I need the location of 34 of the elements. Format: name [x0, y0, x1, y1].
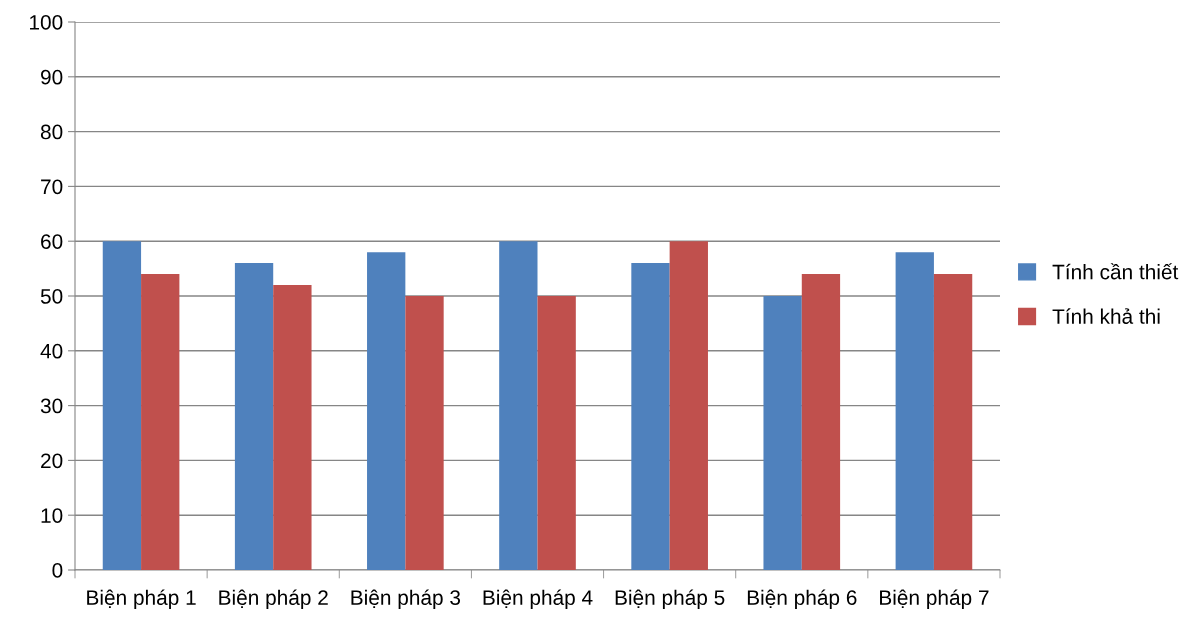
- y-tick-label: 80: [40, 124, 63, 140]
- x-tick-label: Biện pháp 3: [351, 589, 461, 610]
- bar: [141, 274, 180, 570]
- bar: [801, 274, 841, 570]
- y-tick-label: 30: [40, 398, 63, 414]
- y-tick-label: 0: [52, 563, 63, 578]
- bar: [895, 252, 934, 570]
- x-tick-label: Biện pháp 4: [483, 589, 593, 610]
- y-tick-label: 60: [41, 234, 63, 249]
- bar: [102, 241, 142, 570]
- y-tick-label: 50: [40, 289, 63, 304]
- x-tick-label: Biện pháp 6: [747, 589, 857, 610]
- bar: [631, 263, 670, 570]
- bar: [273, 285, 312, 570]
- x-tick-label: Biện pháp 1: [87, 589, 196, 610]
- bar: [537, 296, 576, 570]
- y-tick-label: 70: [41, 179, 63, 195]
- x-tick-label: Biện pháp 2: [219, 589, 328, 610]
- legend-label: Tính khả thi: [1052, 308, 1160, 324]
- bar: [763, 296, 802, 570]
- y-tick-label: 40: [40, 343, 63, 359]
- y-tick-label: 90: [41, 69, 63, 85]
- y-tick-label: 20: [41, 453, 63, 469]
- bar: [367, 252, 406, 570]
- bar: [405, 296, 444, 570]
- y-tick-label: 100: [30, 15, 63, 30]
- bar: [933, 274, 973, 570]
- x-tick-label: Biện pháp 5: [615, 589, 725, 610]
- x-tick-label: Biện pháp 7: [880, 589, 989, 610]
- bar: [234, 263, 274, 570]
- bar: [499, 241, 538, 570]
- y-tick-label: 10: [41, 508, 63, 523]
- legend-label: Tính cần thiết: [1052, 263, 1179, 280]
- bar: [669, 241, 708, 570]
